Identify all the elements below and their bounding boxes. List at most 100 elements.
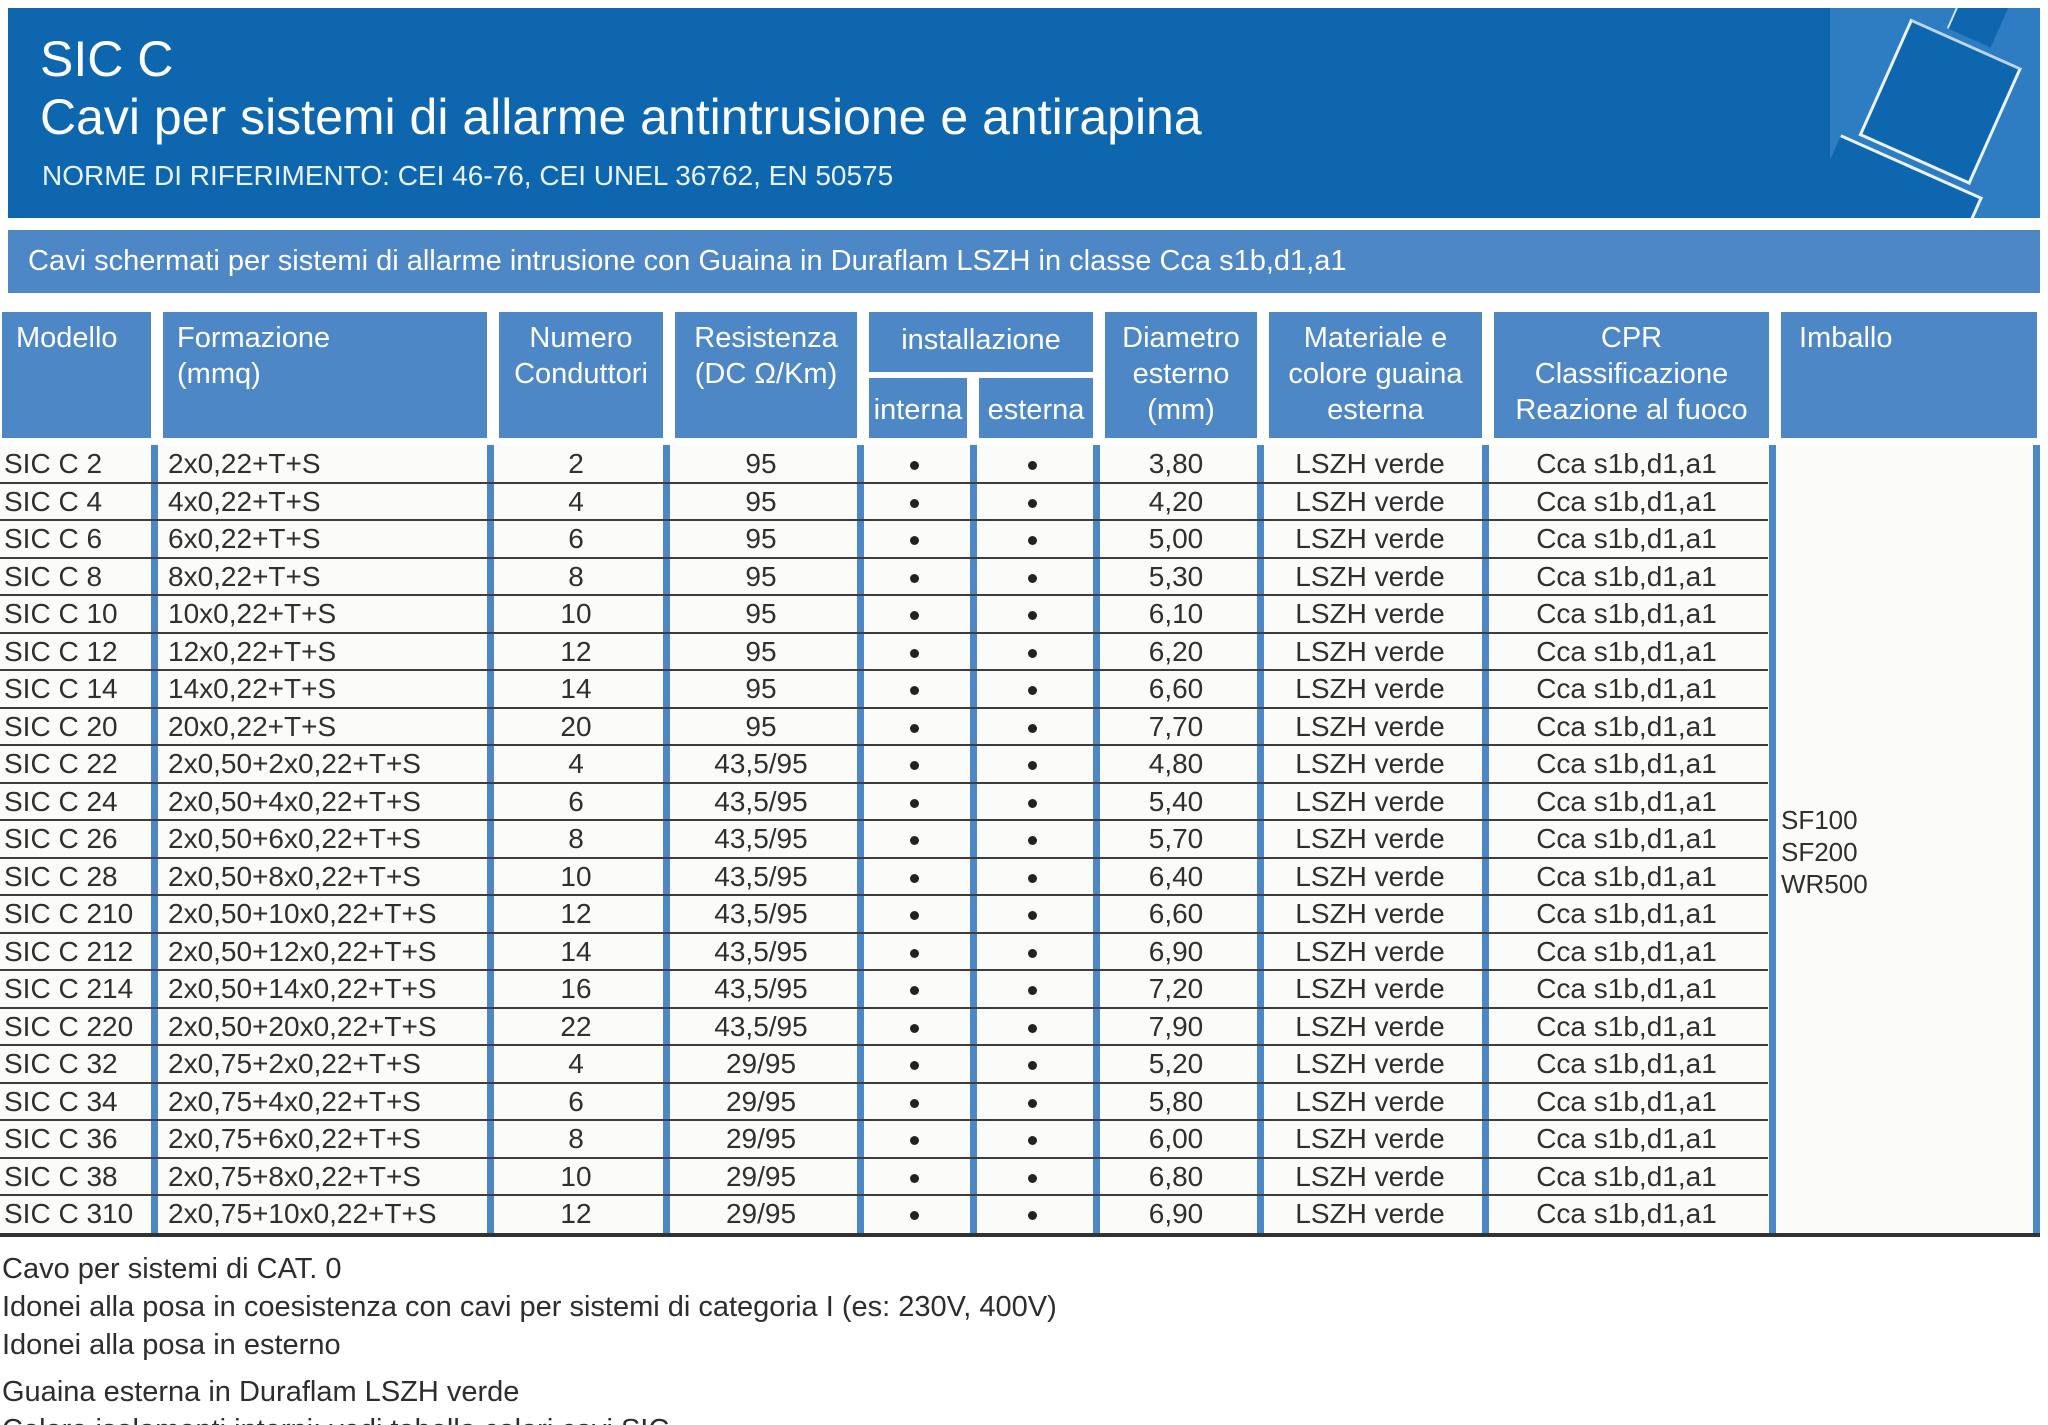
cell-interna (862, 595, 966, 633)
cell-numero: 10 (560, 860, 592, 892)
install-dot (1027, 536, 1037, 546)
cell-interna (862, 1083, 966, 1121)
install-dot (1027, 611, 1037, 621)
cell-cpr: Cca s1b,d1,a1 (1536, 448, 1717, 479)
cell-formazione: 2x0,50+10x0,22+T+S (168, 898, 437, 929)
cell-numero: 4 (568, 1048, 584, 1079)
cell-diametro: 6,90 (1148, 935, 1204, 967)
column-divider (486, 445, 494, 1233)
cell-resistenza: 29/95 (725, 1160, 797, 1192)
cell-numero: 4 (568, 748, 584, 779)
cell-formazione: 2x0,75+2x0,22+T+S (168, 1048, 421, 1079)
row-separator (0, 1044, 1768, 1046)
cell-esterna (975, 858, 1089, 896)
cell-modello: SIC C 36 (4, 1123, 118, 1154)
row-separator (0, 1119, 1768, 1121)
table-row: SIC C 220 2x0,50+20x0,22+T+S 22 43,5/95 7,90… (0, 1008, 2040, 1046)
install-dot (1027, 873, 1037, 883)
table-row: SIC C 36 2x0,75+6x0,22+T+S 8 29/95 6,00 LSZH … (0, 1120, 2040, 1158)
install-dot (1027, 648, 1037, 658)
cell-diametro: 3,80 (1148, 448, 1204, 479)
cell-materiale: LSZH verde (1295, 748, 1445, 779)
cell-cpr: Cca s1b,d1,a1 (1536, 673, 1717, 704)
cell-formazione: 2x0,50+12x0,22+T+S (168, 935, 437, 967)
cell-esterna (975, 1120, 1089, 1158)
install-dot (909, 686, 919, 696)
row-separator (0, 819, 1768, 821)
cell-formazione: 2x0,50+14x0,22+T+S (168, 973, 437, 1004)
cell-numero: 10 (560, 1160, 592, 1192)
install-dot (909, 1061, 919, 1071)
cell-materiale: LSZH verde (1295, 898, 1445, 929)
footer-note: Idonei alla posa in esterno (2, 1329, 341, 1361)
table-row: SIC C 10 10x0,22+T+S 10 95 6,10 LSZH verde Cca… (0, 595, 2040, 633)
cell-diametro: 6,80 (1148, 1160, 1204, 1192)
cell-interna (862, 1008, 966, 1046)
cell-formazione: 12x0,22+T+S (168, 635, 337, 667)
cell-modello: SIC C 20 (4, 710, 118, 742)
cell-numero: 10 (560, 598, 592, 629)
col-header-installazione: installazione (869, 312, 1093, 372)
install-dot (909, 723, 919, 733)
cell-interna (862, 1158, 966, 1196)
cell-esterna (975, 933, 1089, 971)
table-row: SIC C 38 2x0,75+8x0,22+T+S 10 29/95 6,80 LSZH… (0, 1158, 2040, 1196)
install-dot (1027, 798, 1037, 808)
cell-modello: SIC C 2 (4, 448, 103, 479)
cell-esterna (975, 1083, 1089, 1121)
install-dot (909, 498, 919, 508)
cell-resistenza: 43,5/95 (714, 860, 808, 892)
install-dot (1027, 1211, 1037, 1221)
cell-cpr: Cca s1b,d1,a1 (1536, 973, 1717, 1004)
cell-cpr: Cca s1b,d1,a1 (1536, 1048, 1717, 1079)
cell-materiale: LSZH verde (1295, 1198, 1445, 1229)
cell-cpr: Cca s1b,d1,a1 (1536, 1198, 1717, 1229)
table-row: SIC C 310 2x0,75+10x0,22+T+S 12 29/95 6,90 LS… (0, 1195, 2040, 1233)
install-dot (1027, 1098, 1037, 1108)
column-divider (856, 445, 864, 1233)
cell-cpr: Cca s1b,d1,a1 (1536, 935, 1717, 967)
install-dot (909, 986, 919, 996)
cell-formazione: 14x0,22+T+S (168, 673, 337, 704)
subtitle-band: Cavi schermati per sistemi di allarme in… (8, 230, 2040, 293)
page-title: Cavi per sistemi di allarme antintrusion… (40, 89, 1202, 145)
cell-numero: 6 (568, 1085, 584, 1117)
cell-cpr: Cca s1b,d1,a1 (1536, 710, 1717, 742)
install-dot (1027, 1061, 1037, 1071)
col-header-diametro: Diametro esterno (mm) (1105, 312, 1257, 438)
row-separator (0, 969, 1768, 971)
cell-modello: SIC C 34 (4, 1085, 118, 1117)
cell-materiale: LSZH verde (1295, 523, 1445, 554)
cell-interna (862, 1120, 966, 1158)
cell-interna (862, 483, 966, 521)
install-dot (1027, 723, 1037, 733)
cell-diametro: 5,40 (1148, 785, 1204, 817)
cell-esterna (975, 445, 1089, 483)
install-dot (909, 1173, 919, 1183)
install-dot (909, 1098, 919, 1108)
install-dot (909, 461, 919, 471)
cell-modello: SIC C 24 (4, 785, 118, 817)
table-row: SIC C 2 2x0,22+T+S 2 95 3,80 LSZH verde Cca s1… (0, 445, 2040, 483)
cell-formazione: 2x0,75+6x0,22+T+S (168, 1123, 421, 1154)
cell-materiale: LSZH verde (1295, 1085, 1445, 1117)
table-row: SIC C 14 14x0,22+T+S 14 95 6,60 LSZH verde Cca… (0, 670, 2040, 708)
cell-resistenza: 95 (745, 710, 777, 742)
install-dot (909, 948, 919, 958)
cell-interna (862, 520, 966, 558)
cell-modello: SIC C 214 (4, 973, 134, 1004)
install-dot (909, 648, 919, 658)
cell-formazione: 10x0,22+T+S (168, 598, 337, 629)
cell-resistenza: 43,5/95 (714, 1010, 808, 1042)
col-header-modello: Modello (2, 312, 151, 438)
cell-formazione: 2x0,50+20x0,22+T+S (168, 1010, 437, 1042)
col-header-resistenza: Resistenza (DC Ω/Km) (675, 312, 857, 438)
cell-resistenza: 29/95 (725, 1123, 797, 1154)
row-separator (0, 1006, 1768, 1009)
cell-modello: SIC C 12 (4, 635, 118, 667)
table-bottom-border (0, 1233, 2040, 1237)
table-row: SIC C 4 4x0,22+T+S 4 95 4,20 LSZH verde Cca s1… (0, 483, 2040, 521)
footer-note: Idonei alla posa in coesistenza con cavi… (2, 1291, 1057, 1323)
row-separator (0, 706, 1768, 709)
